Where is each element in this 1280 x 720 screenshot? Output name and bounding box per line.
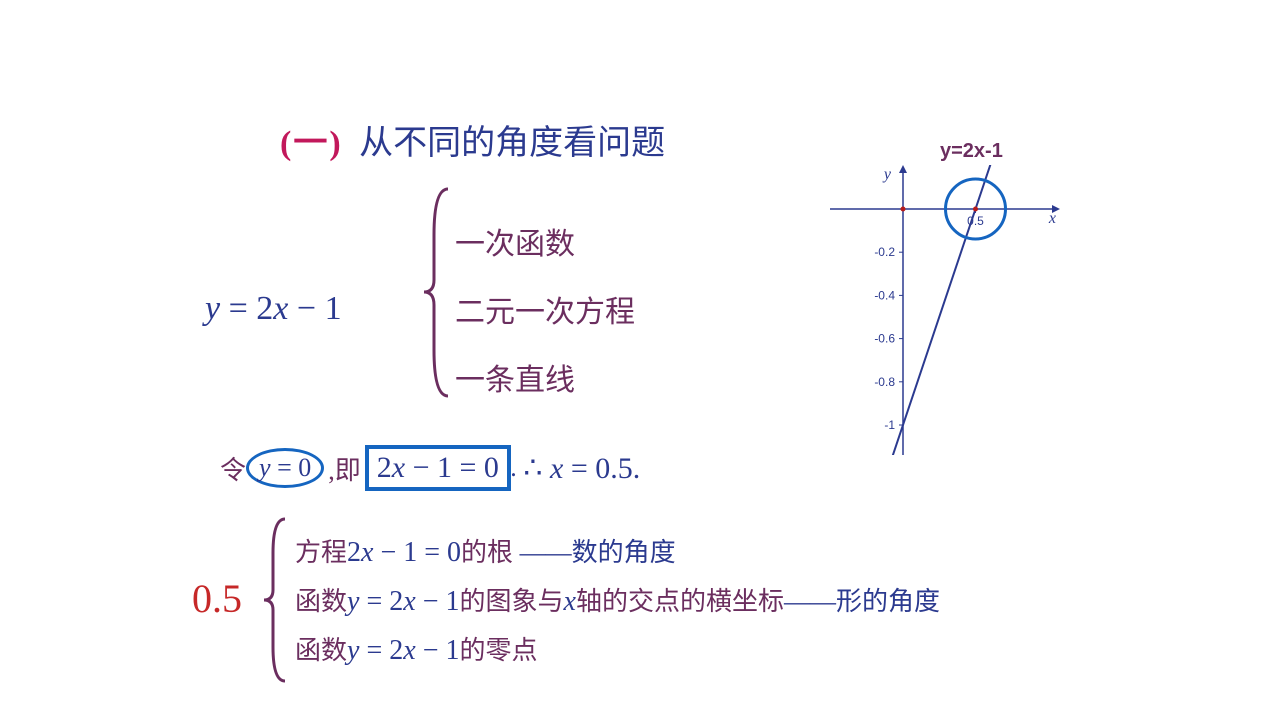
svg-text:y: y	[882, 166, 892, 183]
perspective-zero-point: 函数y = 2x − 1的零点	[295, 630, 940, 667]
svg-text:-1: -1	[884, 418, 895, 432]
perspective-root: 方程2x − 1 = 0的根 ——数的角度	[295, 532, 940, 569]
boxed-equation: 2x − 1 = 0	[365, 445, 511, 491]
comma-ie: ,即	[328, 450, 361, 487]
svg-text:-0.2: -0.2	[874, 245, 895, 259]
perspectives-list: 方程2x − 1 = 0的根 ——数的角度 函数y = 2x − 1的图象与x轴…	[295, 520, 940, 679]
slide-title: (一) 从不同的角度看问题	[280, 115, 665, 164]
title-text: 从不同的角度看问题	[359, 125, 665, 162]
y-equals-zero-ellipse: y = 0	[246, 448, 324, 488]
svg-text:-0.6: -0.6	[874, 332, 895, 346]
brace-perspectives	[260, 515, 295, 685]
graph-title: y=2x-1	[940, 140, 1003, 163]
line-graph: -0.2-0.4-0.6-0.8-10.5xy	[830, 165, 1060, 455]
brace-interpretations	[420, 185, 460, 400]
therefore-result: ∴ x = 0.5.	[523, 451, 640, 486]
interp-linear-function: 一次函数	[455, 219, 635, 263]
interp-straight-line: 一条直线	[455, 355, 635, 399]
let-label: 令	[220, 450, 246, 487]
svg-text:x: x	[1048, 210, 1056, 227]
perspective-graph-intersect: 函数y = 2x − 1的图象与x轴的交点的横坐标——形的角度	[295, 581, 940, 618]
svg-text:-0.4: -0.4	[874, 288, 895, 302]
svg-text:-0.8: -0.8	[874, 375, 895, 389]
solve-line: 令 y = 0 ,即 2x − 1 = 0 . ∴ x = 0.5.	[220, 445, 640, 491]
interpretation-list: 一次函数 二元一次方程 一条直线	[455, 195, 635, 423]
main-equation: y = 2x − 1	[205, 290, 342, 328]
result-value: 0.5	[192, 575, 242, 622]
title-number: (一)	[280, 125, 343, 162]
interp-two-var-equation: 二元一次方程	[455, 287, 635, 331]
